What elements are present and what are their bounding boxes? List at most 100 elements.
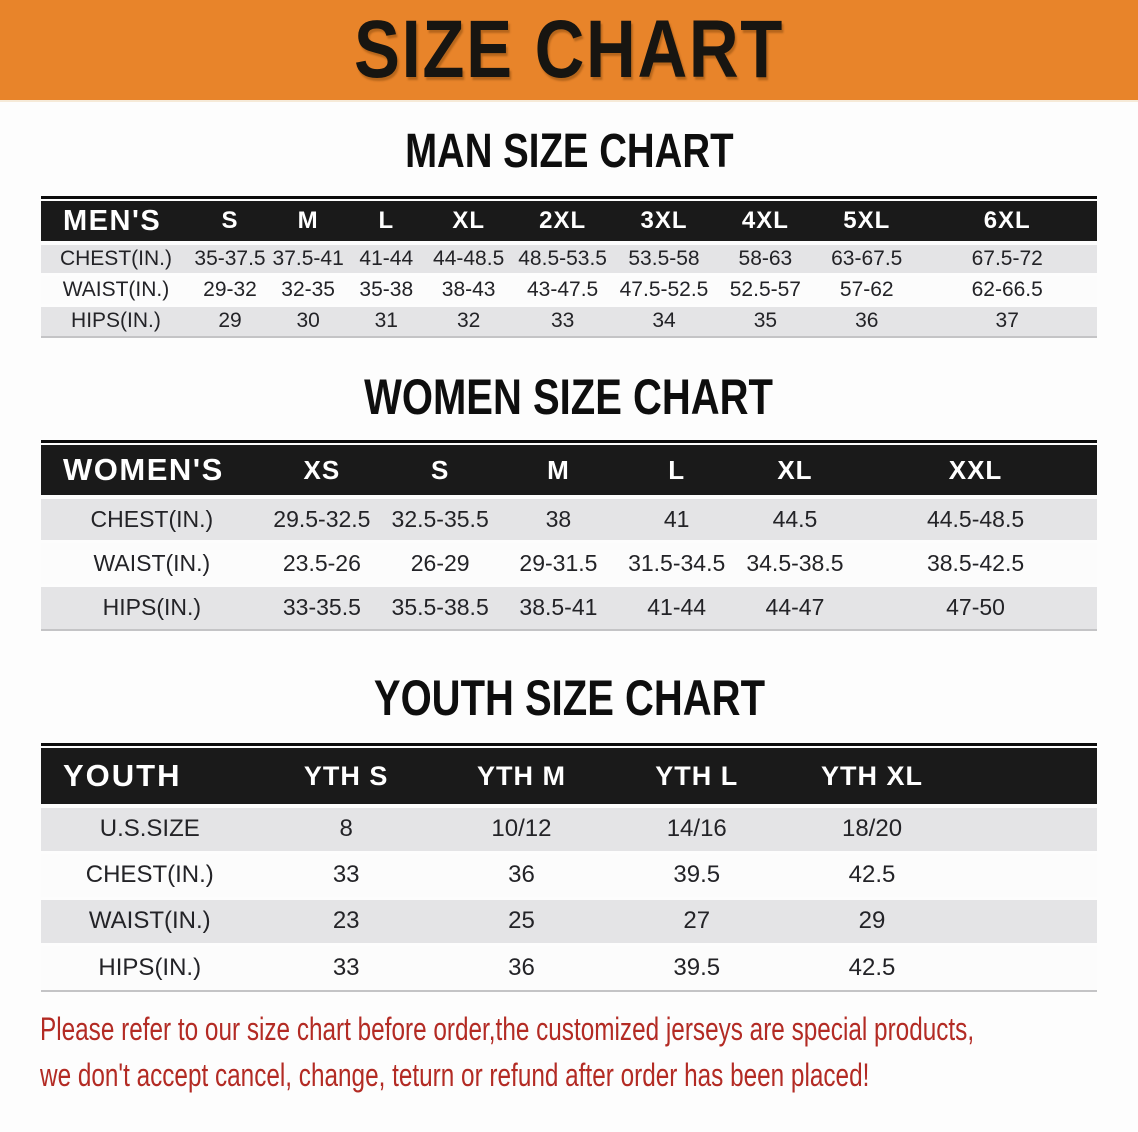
row-label-cell: WAIST(IN.): [41, 274, 191, 307]
value-cell: 38: [499, 497, 618, 543]
value-cell: 26-29: [381, 541, 500, 587]
value-cell: 36: [433, 852, 610, 900]
value-cell: 39.5: [609, 944, 785, 990]
size-header-cell: XXL: [854, 445, 1097, 499]
youth-section-heading-text: YOUTH SIZE CHART: [373, 670, 765, 726]
womens-section-heading-text: WOMEN SIZE CHART: [364, 369, 774, 425]
womens-section: WOMEN SIZE CHART WOMEN'S XS S M L XL XXL CHEST(I…: [0, 372, 1138, 631]
header-row: YOUTH YTH S YTH M YTH L YTH XL: [41, 748, 1097, 808]
youth-table-body: U.S.SIZE 8 10/12 14/16 18/20 CHEST(IN.) 33 36 39…: [41, 806, 1097, 990]
size-chart-banner: SIZE CHART: [0, 0, 1138, 102]
row-label-cell: CHEST(IN.): [41, 243, 191, 276]
value-cell: 38.5-41: [499, 585, 618, 629]
mens-size-table-wrap: MEN'S S M L XL 2XL 3XL 4XL 5XL 6XL CHEST(IN.) 35-37…: [41, 196, 1097, 338]
row-label-cell: WAIST(IN.): [41, 898, 259, 946]
size-header-cell: S: [381, 445, 500, 499]
value-cell: 29: [190, 305, 270, 336]
value-cell: 36: [433, 944, 610, 990]
value-cell: 34: [613, 305, 715, 336]
table-row: CHEST(IN.) 29.5-32.5 32.5-35.5 38 41 44.5 44.5…: [41, 497, 1097, 543]
filler-cell: [959, 806, 1097, 854]
value-cell: 41-44: [617, 585, 736, 629]
row-label-cell: CHEST(IN.): [41, 852, 259, 900]
value-cell: 58-63: [714, 243, 817, 276]
value-cell: 33: [258, 944, 434, 990]
header-row: MEN'S S M L XL 2XL 3XL 4XL 5XL 6XL: [41, 201, 1097, 245]
table-row: HIPS(IN.) 33 36 39.5 42.5: [41, 944, 1097, 990]
value-cell: 36: [816, 305, 918, 336]
womens-section-heading: WOMEN SIZE CHART: [0, 372, 1138, 422]
row-label-cell: WAIST(IN.): [41, 541, 263, 587]
value-cell: 63-67.5: [816, 243, 918, 276]
youth-size-table-wrap: YOUTH YTH S YTH M YTH L YTH XL U.S.SIZE 8 10/12…: [41, 743, 1097, 992]
value-cell: 32-35: [269, 274, 348, 307]
value-cell: 48.5-53.5: [511, 243, 614, 276]
value-cell: 67.5-72: [917, 243, 1097, 276]
value-cell: 35-37.5: [190, 243, 270, 276]
mens-section-heading: MAN SIZE CHART: [0, 128, 1138, 176]
mens-table-body: CHEST(IN.) 35-37.5 37.5-41 41-44 44-48.5 48.5…: [41, 243, 1097, 336]
value-cell: 29-32: [190, 274, 270, 307]
value-cell: 62-66.5: [917, 274, 1097, 307]
size-header-cell: L: [347, 201, 426, 245]
value-cell: 44.5: [735, 497, 855, 543]
table-row: HIPS(IN.) 29 30 31 32 33 34 35 36 37: [41, 305, 1097, 336]
youth-size-table: YOUTH YTH S YTH M YTH L YTH XL U.S.SIZE 8 10/12…: [41, 748, 1097, 990]
row-label-cell: HIPS(IN.): [41, 585, 263, 629]
table-row: WAIST(IN.) 23.5-26 26-29 29-31.5 31.5-34.5 34…: [41, 541, 1097, 587]
value-cell: 33-35.5: [262, 585, 382, 629]
size-header-cell: L: [617, 445, 736, 499]
value-cell: 42.5: [784, 852, 960, 900]
value-cell: 38.5-42.5: [854, 541, 1097, 587]
value-cell: 47-50: [854, 585, 1097, 629]
value-cell: 44.5-48.5: [854, 497, 1097, 543]
value-cell: 32.5-35.5: [381, 497, 500, 543]
value-cell: 23: [258, 898, 434, 946]
table-row: CHEST(IN.) 35-37.5 37.5-41 41-44 44-48.5 48.5…: [41, 243, 1097, 276]
value-cell: 44-48.5: [425, 243, 512, 276]
value-cell: 29.5-32.5: [262, 497, 382, 543]
value-cell: 41-44: [347, 243, 426, 276]
value-cell: 33: [511, 305, 614, 336]
size-header-cell: 5XL: [816, 201, 918, 245]
size-header-cell: YTH L: [609, 748, 785, 808]
youth-table-head: YOUTH YTH S YTH M YTH L YTH XL: [41, 748, 1097, 808]
mens-table-head: MEN'S S M L XL 2XL 3XL 4XL 5XL 6XL: [41, 201, 1097, 245]
size-header-cell: XL: [425, 201, 512, 245]
value-cell: 53.5-58: [613, 243, 715, 276]
size-header-cell: XS: [262, 445, 382, 499]
table-row: CHEST(IN.) 33 36 39.5 42.5: [41, 852, 1097, 900]
value-cell: 47.5-52.5: [613, 274, 715, 307]
category-header-cell: MEN'S: [41, 201, 191, 245]
size-header-cell: 3XL: [613, 201, 715, 245]
category-header-cell: WOMEN'S: [41, 445, 263, 499]
youth-section: YOUTH SIZE CHART YOUTH YTH S YTH M YTH L YTH …: [0, 673, 1138, 992]
value-cell: 37: [917, 305, 1097, 336]
value-cell: 52.5-57: [714, 274, 817, 307]
row-label-cell: U.S.SIZE: [41, 806, 259, 854]
filler-header-cell: [959, 748, 1097, 808]
value-cell: 23.5-26: [262, 541, 382, 587]
value-cell: 43-47.5: [511, 274, 614, 307]
table-row: WAIST(IN.) 23 25 27 29: [41, 898, 1097, 946]
size-chart-banner-title: SIZE CHART: [353, 4, 785, 95]
size-header-cell: 2XL: [511, 201, 614, 245]
size-chart-sections: MAN SIZE CHART MEN'S S M L XL 2XL 3XL 4XL 5XL 6XL C…: [0, 128, 1138, 992]
header-row: WOMEN'S XS S M L XL XXL: [41, 445, 1097, 499]
youth-section-heading: YOUTH SIZE CHART: [0, 673, 1138, 723]
value-cell: 18/20: [784, 806, 960, 854]
womens-table-head: WOMEN'S XS S M L XL XXL: [41, 445, 1097, 499]
disclaimer-line-2: we don't accept cancel, change, teturn o…: [40, 1057, 870, 1094]
value-cell: 35: [714, 305, 817, 336]
table-row: U.S.SIZE 8 10/12 14/16 18/20: [41, 806, 1097, 854]
value-cell: 10/12: [433, 806, 610, 854]
value-cell: 32: [425, 305, 512, 336]
size-header-cell: 4XL: [714, 201, 817, 245]
disclaimer-text: Please refer to our size chart before or…: [40, 1006, 1138, 1099]
value-cell: 57-62: [816, 274, 918, 307]
value-cell: 8: [258, 806, 434, 854]
size-header-cell: S: [190, 201, 270, 245]
table-row: HIPS(IN.) 33-35.5 35.5-38.5 38.5-41 41-44 44-…: [41, 585, 1097, 629]
mens-section-heading-text: MAN SIZE CHART: [404, 125, 734, 178]
value-cell: 35-38: [347, 274, 426, 307]
